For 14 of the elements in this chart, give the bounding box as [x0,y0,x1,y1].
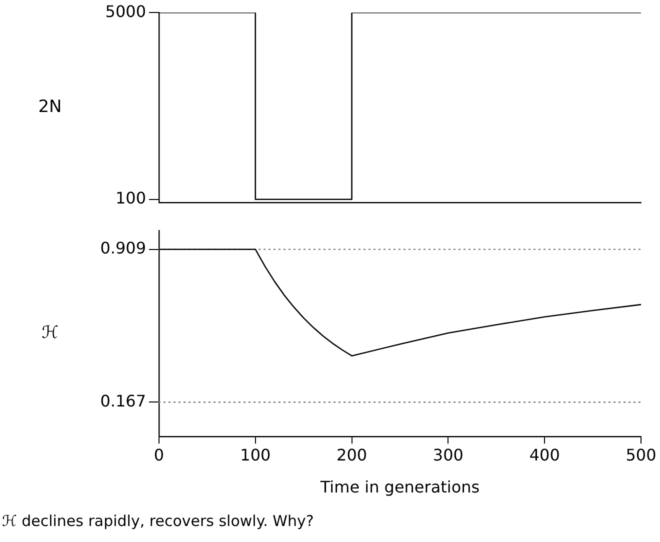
y-tick-label: 0.167 [100,391,146,410]
y-axis-title: 2N [38,96,62,117]
x-tick-label: 200 [336,445,368,464]
y-axis-title: ℋ [42,323,59,344]
text: ℋ declines rapidly, recovers slowly. Why? [2,512,314,530]
x-axis-title: Time in generations [319,478,480,497]
x-tick-label: 100 [240,445,271,464]
y-tick-label: 0.909 [100,238,146,258]
y-tick-label: 5000 [105,2,146,21]
y-tick-label: 100 [115,188,146,208]
x-tick-label: 400 [529,445,560,464]
x-tick-label: 500 [626,445,656,464]
x-tick-label: 0 [154,445,164,464]
x-tick-label: 300 [432,445,464,464]
